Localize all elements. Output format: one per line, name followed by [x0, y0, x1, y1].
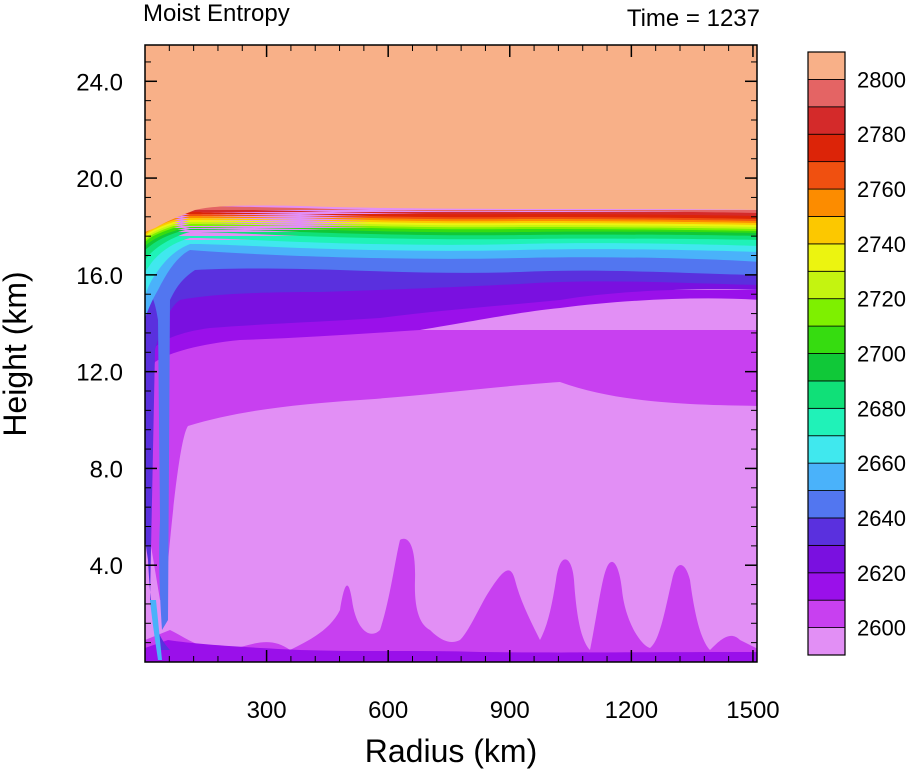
contour-field [145, 45, 757, 662]
colorbar-swatch [807, 79, 846, 108]
contour-band-2670 [145, 240, 757, 296]
chart-title: Moist Entropy [143, 0, 290, 27]
y-tick-label: 24.0 [76, 69, 123, 96]
x-tick-label: 1500 [726, 697, 779, 724]
colorbar-label: 2640 [857, 506, 906, 531]
colorbar-swatch [807, 216, 846, 245]
contour-band-2680 [145, 236, 757, 272]
x-tick-label: 1200 [605, 697, 658, 724]
contour-band-2660-eyewall [150, 600, 162, 660]
y-tick-label: 16.0 [76, 263, 123, 290]
colorbar-swatch [807, 133, 846, 163]
x-tick-label: 300 [247, 697, 287, 724]
chart-subtitle: Time = 1237 [627, 5, 760, 32]
colorbar-label: 2600 [857, 616, 906, 641]
contour-band-2790 [145, 209, 757, 226]
colorbar-frame [807, 51, 846, 656]
contour-band-2630 [145, 280, 757, 360]
colorbar-label: 2740 [857, 232, 906, 257]
colorbar-label: 2720 [857, 287, 906, 312]
colorbar-swatch [807, 517, 846, 546]
contour-band-2740 [145, 220, 757, 238]
colorbar-label: 2700 [857, 342, 906, 367]
contour-band-2610-upper [145, 330, 757, 600]
colorbar-swatch [807, 298, 846, 327]
x-axis-label: Radius (km) [365, 733, 537, 769]
colorbar-swatch [807, 188, 846, 217]
y-tick-label: 4.0 [90, 553, 123, 580]
contour-band-2780 [145, 212, 757, 230]
colorbar-label: 2660 [857, 451, 906, 476]
colorbar-swatch [807, 544, 846, 574]
x-tick-label: 900 [490, 697, 530, 724]
contour-band-2700 [145, 229, 757, 250]
y-tick-label: 20.0 [76, 166, 123, 193]
colorbar-swatch [807, 599, 846, 628]
colorbar-label: 2800 [857, 67, 906, 92]
colorbar-swatch [807, 51, 846, 80]
axes: 300 600 900 1200 1500 4.0 8.0 12.0 16.0 20.0 24.0 [76, 45, 780, 724]
contour-band-2750 [145, 218, 757, 236]
colorbar-swatch [807, 161, 846, 190]
colorbar-swatch [807, 243, 846, 272]
contour-band-2640 [145, 250, 757, 650]
colorbar-swatch [807, 353, 846, 382]
contour-band-above-2800 [145, 45, 757, 232]
contour-band-2760 [145, 216, 757, 234]
colorbar-swatch [807, 572, 846, 601]
colorbar-swatch [807, 462, 846, 491]
colorbar-swatch [807, 325, 846, 354]
x-tick-label: 600 [368, 697, 408, 724]
colorbar-label: 2760 [857, 177, 906, 202]
colorbar-label: 2780 [857, 122, 906, 147]
colorbar-swatch [807, 106, 846, 135]
contour-band-2730 [145, 222, 757, 240]
colorbar-label: 2620 [857, 561, 906, 586]
colorbar-swatch [807, 270, 846, 300]
colorbar-swatch [807, 435, 846, 464]
colorbar-swatch [807, 407, 846, 437]
contour-band-2720 [145, 224, 757, 242]
y-tick-label: 8.0 [90, 456, 123, 483]
y-tick-label: 12.0 [76, 360, 123, 387]
colorbar-swatch [807, 380, 846, 409]
colorbar-label: 2680 [857, 396, 906, 421]
y-axis-label: Height (km) [0, 271, 33, 436]
contour-band-2610-lower [145, 538, 757, 662]
colorbar: 2600 2620 2640 2660 2680 2700 2720 2740 2760 2780… [807, 51, 906, 656]
contour-band-2770 [145, 214, 757, 232]
colorbar-swatch [807, 490, 846, 519]
colorbar-swatch [807, 627, 846, 656]
plot-frame [144, 44, 758, 663]
contour-band-2800 [145, 206, 757, 222]
contour-band-2620-bottom [145, 640, 757, 662]
